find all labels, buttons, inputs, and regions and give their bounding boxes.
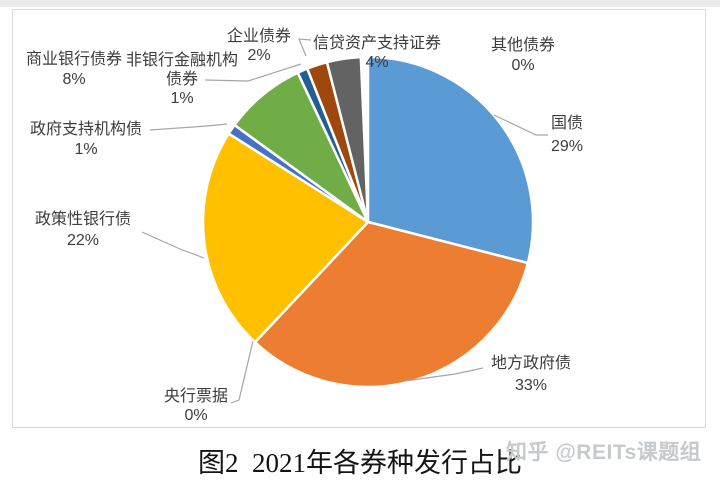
chart-area-border — [12, 9, 706, 428]
leader-line-1 — [404, 367, 484, 382]
slice-label-5: 商业银行债券 8% — [26, 50, 122, 88]
leader-line-8 — [298, 38, 312, 57]
slice-label-1: 地方政府债 33% — [491, 354, 571, 394]
slice-label-6: 非银行金融机构债券 1% — [126, 51, 238, 107]
slice-label-0: 国债 29% — [551, 114, 583, 155]
leader-line-4 — [149, 123, 228, 131]
slice-label-3: 政策性银行债 22% — [35, 210, 131, 249]
pie-slice-3 — [201, 131, 370, 345]
pie-slice-0 — [366, 55, 535, 265]
slice-label-8: 信贷资产支持证券 4% — [313, 34, 441, 71]
slice-label-4: 政府支持机构债 1% — [30, 120, 142, 158]
slice-label-7: 企业债券 2% — [227, 27, 291, 64]
watermark: 知乎 @REITs课题组 — [506, 441, 702, 464]
leader-line-6 — [204, 63, 302, 82]
chart-title: 图2 2021年各券种发行占比 — [198, 448, 522, 478]
page-top-strip — [0, 0, 720, 7]
leader-line-3 — [141, 231, 205, 259]
leader-line-2 — [230, 340, 254, 404]
slice-label-2: 央行票据 0% — [164, 387, 228, 424]
pie-slice-1 — [253, 220, 530, 389]
slice-label-9: 其他债券 0% — [491, 36, 555, 74]
pie-slice-8 — [325, 55, 370, 223]
leader-line-0 — [493, 114, 548, 136]
